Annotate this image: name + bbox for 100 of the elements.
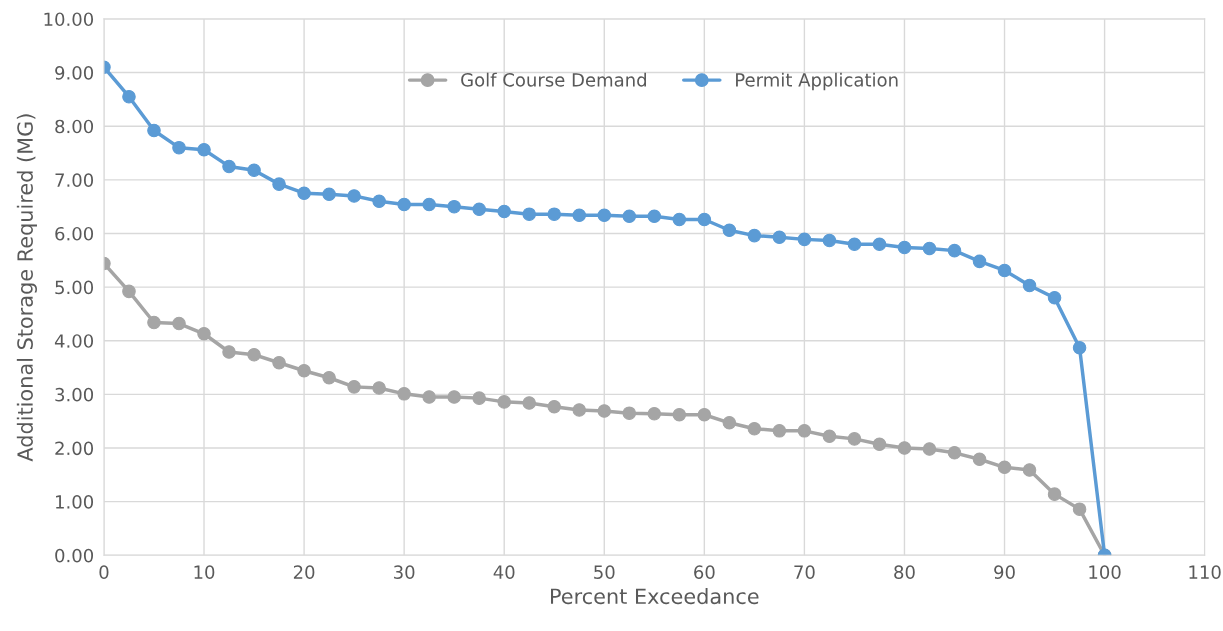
point bbox=[672, 407, 687, 422]
point bbox=[1047, 487, 1062, 501]
point bbox=[922, 442, 937, 456]
point bbox=[972, 254, 987, 269]
point bbox=[872, 237, 887, 251]
point bbox=[247, 347, 261, 362]
point bbox=[122, 284, 136, 299]
point bbox=[297, 364, 311, 378]
y-tick-label: 4.00 bbox=[54, 334, 94, 348]
point bbox=[222, 159, 236, 174]
y-tick-label: 10.00 bbox=[44, 12, 94, 27]
point bbox=[397, 387, 411, 401]
point bbox=[472, 391, 486, 405]
point bbox=[322, 370, 336, 385]
point bbox=[197, 143, 211, 157]
point bbox=[247, 163, 261, 177]
point bbox=[547, 399, 562, 414]
x-tick-label: 80 bbox=[894, 565, 915, 579]
point bbox=[1072, 502, 1087, 516]
y-tick-label: 2.00 bbox=[55, 441, 94, 456]
point bbox=[397, 197, 411, 212]
y-tick-label: 7.00 bbox=[55, 173, 94, 187]
point bbox=[222, 345, 236, 359]
point bbox=[747, 228, 762, 243]
x-tick-label: 10 bbox=[194, 565, 215, 579]
x-tick-label: 60 bbox=[694, 565, 715, 579]
point bbox=[522, 396, 536, 410]
point bbox=[122, 89, 136, 104]
point bbox=[847, 237, 862, 251]
point bbox=[572, 208, 587, 222]
point bbox=[947, 446, 962, 460]
x-tick-label: 70 bbox=[794, 565, 815, 579]
point bbox=[1022, 463, 1037, 477]
point bbox=[497, 204, 511, 219]
point bbox=[347, 189, 361, 203]
point bbox=[597, 404, 612, 418]
point bbox=[947, 243, 962, 258]
point bbox=[572, 403, 587, 417]
x-tick-label: 40 bbox=[493, 565, 515, 579]
point bbox=[722, 223, 737, 238]
point bbox=[672, 212, 687, 227]
point bbox=[447, 199, 461, 214]
point bbox=[797, 424, 812, 438]
y-tick-label: 9.00 bbox=[55, 66, 94, 80]
point bbox=[997, 460, 1012, 475]
point bbox=[622, 406, 637, 420]
point bbox=[697, 407, 712, 422]
point bbox=[972, 452, 987, 467]
x-tick-label: 20 bbox=[293, 565, 315, 579]
y-tick-label: 6.00 bbox=[55, 226, 94, 241]
legend-label: Permit Application bbox=[736, 72, 898, 91]
y-tick-label: 5.00 bbox=[55, 280, 94, 295]
point bbox=[647, 406, 662, 421]
point bbox=[897, 240, 912, 255]
x-tick-label: 30 bbox=[394, 565, 415, 579]
point bbox=[647, 209, 662, 224]
point bbox=[772, 230, 787, 244]
point bbox=[522, 207, 536, 221]
x-tick-label: 0 bbox=[99, 565, 109, 579]
point bbox=[872, 437, 887, 452]
point bbox=[272, 177, 286, 191]
point bbox=[822, 233, 837, 248]
point bbox=[1022, 278, 1037, 293]
point bbox=[697, 212, 712, 227]
point bbox=[822, 429, 837, 443]
point bbox=[347, 380, 361, 394]
point bbox=[197, 327, 211, 341]
point bbox=[722, 416, 737, 430]
x-axis-title: Percent Exceedance bbox=[551, 588, 759, 605]
point bbox=[297, 186, 311, 201]
legend-label: Golf Course Demand bbox=[461, 72, 646, 87]
point bbox=[1072, 340, 1087, 355]
point bbox=[422, 197, 436, 212]
y-axis-title: Additional Storage Required (MG) bbox=[16, 114, 37, 462]
point bbox=[1047, 291, 1062, 305]
point bbox=[772, 424, 787, 438]
point bbox=[997, 263, 1012, 278]
y-tick-label: 1.00 bbox=[56, 495, 94, 509]
point bbox=[747, 421, 762, 436]
point bbox=[422, 390, 436, 404]
point bbox=[597, 208, 612, 222]
point bbox=[622, 209, 637, 224]
point bbox=[897, 441, 912, 455]
point bbox=[847, 432, 862, 446]
x-tick-label: 100 bbox=[1089, 565, 1121, 579]
point bbox=[172, 140, 186, 155]
point bbox=[372, 381, 386, 395]
y-tick-label: 8.00 bbox=[55, 119, 94, 134]
y-tick-label: 0.00 bbox=[55, 548, 94, 563]
point bbox=[147, 315, 161, 330]
point bbox=[322, 187, 336, 202]
point bbox=[922, 241, 937, 256]
point bbox=[547, 207, 562, 221]
x-tick-label: 50 bbox=[594, 565, 615, 579]
x-tick-label: 90 bbox=[994, 565, 1015, 579]
point bbox=[272, 355, 286, 370]
point bbox=[447, 390, 461, 404]
point bbox=[372, 194, 386, 209]
point bbox=[497, 395, 511, 409]
y-tick-label: 3.00 bbox=[55, 387, 94, 402]
